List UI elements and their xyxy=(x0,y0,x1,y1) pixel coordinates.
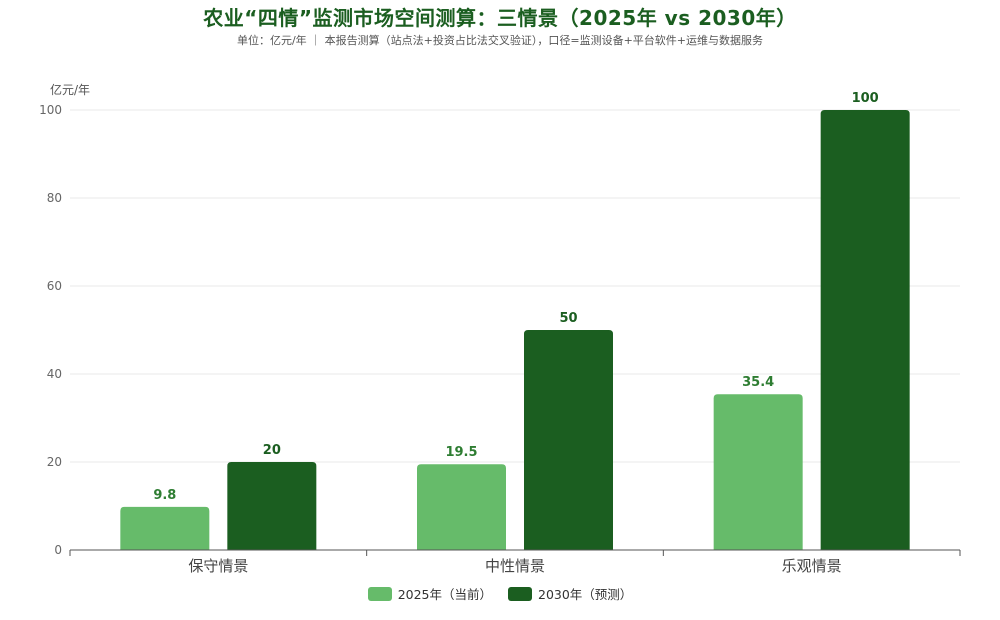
legend-label-2030: 2030年（预测） xyxy=(538,587,633,602)
y-tick-label: 40 xyxy=(47,367,62,381)
data-label: 100 xyxy=(852,91,879,106)
x-axis xyxy=(69,549,961,556)
bar-2030-1[interactable] xyxy=(227,462,317,550)
bar-2025-2[interactable] xyxy=(417,464,506,550)
bar-2025-3[interactable] xyxy=(713,394,803,550)
x-tick-label: 保守情景 xyxy=(188,557,248,575)
y-tick-label: 100 xyxy=(39,103,62,117)
legend-swatch-2025 xyxy=(367,586,392,601)
data-label: 19.5 xyxy=(445,445,477,460)
bar-2025-1[interactable] xyxy=(120,506,210,550)
x-tick-label: 乐观情景 xyxy=(782,557,842,575)
x-tick-labels: 保守情景 中性情景 乐观情景 xyxy=(188,557,841,575)
bar-2030-2[interactable] xyxy=(524,330,613,550)
data-label: 20 xyxy=(263,443,281,458)
y-tick-label: 20 xyxy=(47,455,62,469)
data-label: 35.4 xyxy=(742,375,774,390)
y-tick-label: 0 xyxy=(54,543,62,557)
legend-item-2025[interactable]: 2025年（当前） xyxy=(367,584,492,603)
legend-item-2030[interactable]: 2030年（预测） xyxy=(508,584,632,603)
grid-layer xyxy=(70,109,960,463)
y-axis-label: 亿元/年 xyxy=(50,83,91,97)
y-tick-label: 80 xyxy=(47,191,62,205)
bar-2030-3[interactable] xyxy=(820,110,910,550)
y-tick-labels: 0 20 40 60 80 100 xyxy=(39,103,62,557)
legend-swatch-2030 xyxy=(508,586,532,601)
data-label: 9.8 xyxy=(153,488,176,503)
y-tick-label: 60 xyxy=(47,279,62,293)
bars xyxy=(120,110,910,550)
chart-title: 农业“四情”监测市场空间测算：三情景（2025年 vs 2030年） xyxy=(203,6,797,30)
data-label: 50 xyxy=(559,311,577,326)
x-tick-label: 中性情景 xyxy=(485,557,545,575)
chart-subtitle: 单位：亿元/年 ｜ 本报告测算（站点法+投资占比法交叉验证），口径=监测设备+平… xyxy=(236,34,764,47)
legend: 2025年（当前） 2030年（预测） xyxy=(0,584,1000,603)
legend-label-2025: 2025年（当前） xyxy=(397,587,492,602)
data-labels: 9.8 20 19.5 50 35.4 100 xyxy=(153,91,878,503)
